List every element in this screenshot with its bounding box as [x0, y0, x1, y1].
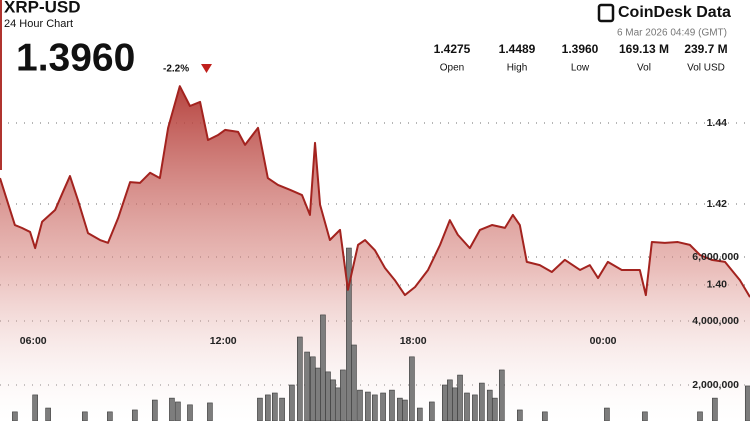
x-tick-label: 06:00 — [20, 335, 47, 347]
brand: CoinDesk Data — [618, 4, 731, 21]
volume-bar — [325, 371, 331, 421]
volume-bar — [472, 394, 478, 421]
volume-bar — [697, 411, 703, 421]
volume-bar — [604, 407, 610, 421]
symbol: XRP-USD — [4, 0, 81, 16]
volume-bar — [12, 411, 18, 421]
volume-bar — [320, 314, 326, 421]
volume-bar — [457, 374, 463, 421]
stat-value: 1.3960 — [562, 42, 599, 56]
volume-bar — [357, 389, 363, 421]
volume-bar — [365, 391, 371, 421]
stat-value: 169.13 M — [619, 42, 669, 56]
volume-bar — [402, 399, 408, 421]
stat-value: 239.7 M — [684, 42, 727, 56]
volume-bar — [464, 392, 470, 421]
volume-bar — [351, 344, 357, 421]
volume-bar — [132, 409, 138, 421]
plot: 1.40 1.42 1.44 2,000,000 4,000,000 6,000,000 0… — [0, 85, 750, 421]
timestamp: 6 Mar 2026 04:49 (GMT) — [617, 28, 727, 39]
volume-bar — [334, 387, 341, 421]
volume-bar — [315, 367, 321, 421]
price-area — [0, 86, 750, 421]
volume-bar — [389, 389, 395, 421]
y2-tick-label: 2,000,000 — [692, 379, 739, 391]
volume-bar — [492, 397, 498, 421]
x-tick-label: 12:00 — [210, 335, 237, 347]
volume-bar — [442, 384, 448, 421]
x-tick-label: 00:00 — [590, 335, 617, 347]
volume-bar — [265, 394, 271, 421]
volume-bar — [32, 394, 38, 421]
volume-bar — [45, 407, 51, 421]
volume-bar — [207, 402, 213, 421]
volume-bar — [304, 351, 310, 421]
volume-bar — [397, 397, 403, 421]
y2-tick-label: 4,000,000 — [692, 315, 739, 327]
volume-bar — [279, 397, 285, 421]
volume-bar — [380, 392, 386, 421]
stats: 1.4275 Open 1.4489 High 1.3960 Low 169.13 M Vol… — [434, 42, 728, 73]
volume-bar — [330, 379, 336, 421]
volume-bar — [542, 411, 548, 421]
stat-value: 1.4489 — [499, 42, 536, 56]
volume-bar — [498, 369, 505, 421]
volume-bar — [152, 399, 158, 421]
price-line — [0, 85, 750, 298]
volume-bar — [340, 369, 346, 421]
volume-bar — [289, 384, 295, 421]
volume-bar — [297, 336, 303, 421]
brand-icon — [597, 3, 615, 23]
stat-label: Open — [440, 63, 464, 74]
y-tick-label: 1.44 — [707, 117, 728, 129]
volume-bar — [744, 385, 750, 421]
volume-bar — [107, 411, 113, 421]
volume-bar — [409, 356, 415, 421]
stat-label: Low — [571, 63, 590, 74]
y2-tick-label: 6,000,000 — [692, 251, 739, 263]
volume-bar — [486, 389, 493, 421]
volume-bar — [642, 411, 648, 421]
stat-value: 1.4275 — [434, 42, 471, 56]
volume-bar — [175, 401, 181, 421]
x-tick-label: 18:00 — [400, 335, 427, 347]
stat-label: Vol — [637, 63, 651, 74]
volume-bar — [452, 387, 458, 421]
volume-bar — [416, 407, 423, 421]
volume-bar — [271, 392, 278, 421]
change: -2.2% — [163, 64, 189, 75]
volume-bar — [429, 401, 435, 421]
volume-bar — [517, 409, 523, 421]
last-price: 1.3960 — [16, 36, 135, 79]
volume-bar — [82, 411, 88, 421]
stat-label: Vol USD — [687, 63, 725, 74]
down-arrow — [201, 64, 212, 73]
volume-bar — [169, 397, 175, 421]
volume-bar — [257, 397, 263, 421]
volume-bar — [346, 247, 352, 421]
volume-bar — [309, 356, 316, 421]
volume-bar — [187, 404, 193, 421]
volume-bar — [712, 397, 718, 421]
y-tick-label: 1.42 — [707, 198, 728, 210]
volume-bar — [372, 394, 378, 421]
y-tick-label: 1.40 — [707, 279, 728, 291]
volume-bar — [447, 379, 453, 421]
volume-bar — [479, 382, 485, 421]
stat-label: High — [507, 63, 528, 74]
subtitle: 24 Hour Chart — [4, 18, 73, 30]
